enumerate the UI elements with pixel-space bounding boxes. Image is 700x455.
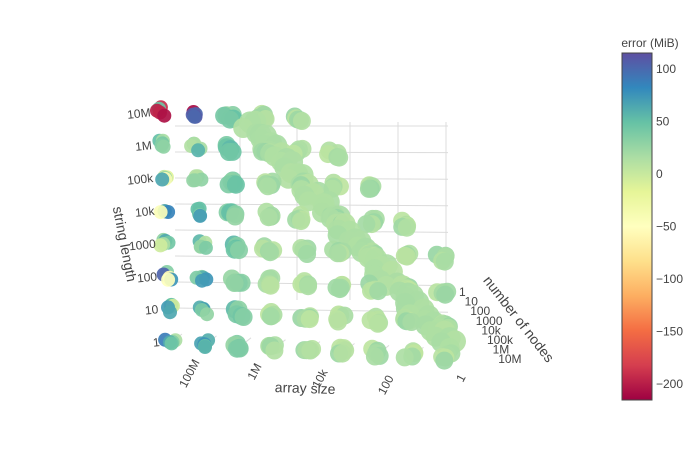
data-point <box>155 172 170 187</box>
x-axis-tick-label: 1M <box>244 361 264 382</box>
data-point <box>261 307 280 326</box>
data-point <box>261 276 280 295</box>
data-point <box>230 241 248 260</box>
data-point <box>395 348 414 367</box>
z-axis-tick-label: 1M <box>134 138 152 154</box>
z-axis-ticks: 10M 1M 100k 10k 1000 100 10 1 <box>126 105 160 349</box>
data-point <box>365 347 384 366</box>
data-point <box>161 272 176 287</box>
data-point <box>368 314 387 333</box>
data-point <box>359 179 378 198</box>
z-axis-tick-label: 1000 <box>128 237 156 254</box>
data-point <box>435 351 454 370</box>
colorbar-tick-label: −100 <box>656 272 683 286</box>
z-axis-tick-label: 100 <box>136 269 158 285</box>
colorbar: error (MiB) 100 50 0 −50 −100 −150 −200 <box>621 36 683 401</box>
data-point <box>329 312 348 331</box>
data-point <box>226 175 245 194</box>
colorbar-tick-label: 100 <box>656 62 676 76</box>
data-point <box>261 243 280 262</box>
data-point <box>187 109 202 124</box>
colorbar-tick-label: −150 <box>656 325 683 339</box>
data-point <box>234 308 253 326</box>
data-point <box>328 244 347 263</box>
data-point <box>186 173 201 188</box>
data-point <box>299 277 318 296</box>
z-axis-tick-label: 1 <box>152 335 160 350</box>
data-point <box>397 247 416 266</box>
colorbar-ticks: 100 50 0 −50 −100 −150 −200 <box>656 62 683 391</box>
data-point <box>226 207 245 226</box>
z-axis-tick-label: 10M <box>127 105 152 121</box>
data-point <box>259 208 278 227</box>
data-point <box>198 240 213 255</box>
data-point <box>193 208 208 223</box>
data-point <box>265 341 284 360</box>
z-axis-tick-label: 100k <box>126 171 154 188</box>
data-point <box>333 344 352 363</box>
data-point <box>225 274 244 292</box>
data-point <box>301 341 320 360</box>
data-point <box>435 252 454 271</box>
colorbar-title: error (MiB) <box>621 36 678 50</box>
y-axis-tick-label: 1M <box>493 343 510 357</box>
data-point <box>195 273 209 288</box>
scene-points <box>150 100 466 370</box>
data-point <box>330 148 349 167</box>
y-axis-tick-label: 10k <box>481 323 501 337</box>
data-point <box>357 215 376 234</box>
data-point <box>300 310 319 329</box>
data-point <box>292 112 311 130</box>
colorbar-tick-label: −50 <box>656 220 677 234</box>
x-axis-tick-label: 100 <box>375 373 397 398</box>
x-axis-title: array size <box>275 379 336 397</box>
data-point <box>397 218 416 237</box>
data-point <box>157 108 172 123</box>
data-point <box>164 336 179 351</box>
z-axis-tick-label: 10k <box>134 204 156 220</box>
data-point <box>163 305 177 320</box>
data-point <box>220 143 238 161</box>
data-point <box>258 177 277 196</box>
data-point <box>198 340 212 354</box>
data-point <box>330 280 349 299</box>
y-axis-tick-label: 10M <box>498 352 521 366</box>
data-point <box>369 282 388 301</box>
x-axis-tick-label: 100M <box>176 357 202 390</box>
colorbar-gradient <box>621 52 653 401</box>
colorbar-tick-label: −200 <box>656 377 683 391</box>
data-point <box>436 285 455 304</box>
data-point <box>156 139 171 154</box>
y-axis-tick-label: 1 <box>459 285 466 299</box>
data-point <box>228 339 246 358</box>
y-axis-tick-label: 10 <box>465 295 479 309</box>
data-point <box>191 143 206 158</box>
y-axis-tick-label: 100 <box>470 304 490 318</box>
data-point <box>200 307 214 322</box>
data-point <box>153 238 168 253</box>
colorbar-tick-label: 0 <box>656 167 663 181</box>
x-axis-tick-label: 1 <box>453 372 469 385</box>
y-axis-tick-label: 100k <box>487 333 514 347</box>
data-point <box>153 205 168 220</box>
colorbar-tick-label: 50 <box>656 114 670 128</box>
z-axis-tick-label: 10 <box>144 302 159 317</box>
data-point <box>292 212 310 231</box>
y-axis-tick-label: 1000 <box>476 314 503 328</box>
data-point <box>298 245 317 263</box>
